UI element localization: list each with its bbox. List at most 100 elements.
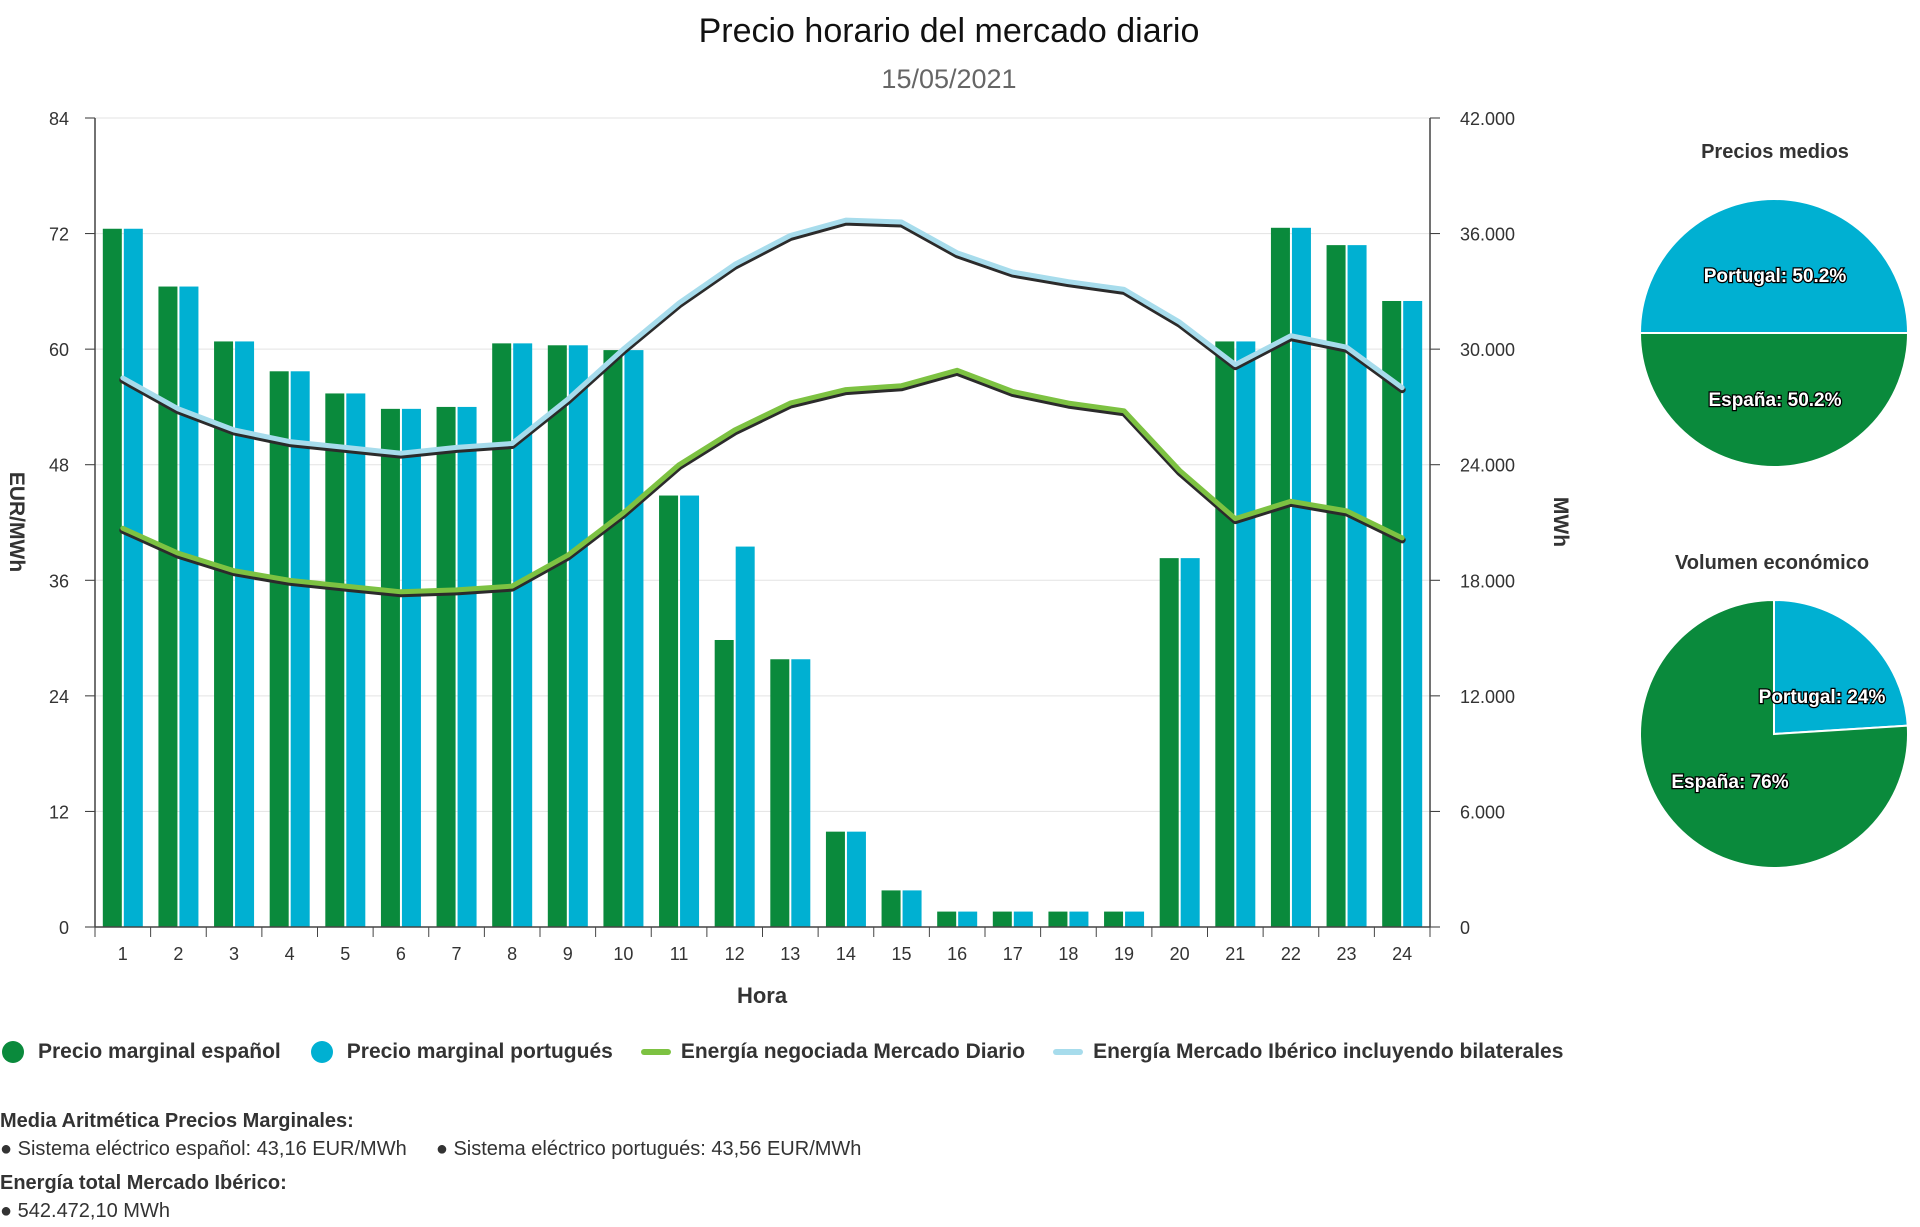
bars <box>102 227 1423 928</box>
bar-precio-pt[interactable] <box>1403 300 1423 927</box>
x-tick-label: 16 <box>947 944 967 964</box>
bar-precio-pt[interactable] <box>846 831 866 927</box>
bar-precio-pt[interactable] <box>1347 245 1367 928</box>
y-left-tick-label: 36 <box>49 571 69 591</box>
legend-item-energia-diario[interactable]: Energía negociada Mercado Diario <box>640 1040 1026 1064</box>
legend-marker-energia-iberico <box>1053 1049 1084 1055</box>
x-tick-label: 23 <box>1337 944 1357 964</box>
x-tick-label: 18 <box>1058 944 1078 964</box>
x-tick-label: 5 <box>340 944 350 964</box>
bar-precio-pt[interactable] <box>624 350 644 927</box>
legend-label-energia-diario: Energía negociada Mercado Diario <box>680 1040 1026 1063</box>
bar-precio-es[interactable] <box>1382 300 1402 927</box>
bar-precio-pt[interactable] <box>568 345 588 927</box>
bar-precio-es[interactable] <box>770 659 790 927</box>
energy-title-text: Energía total Mercado Ibérico: <box>0 1172 287 1194</box>
bar-precio-es[interactable] <box>158 286 178 928</box>
bar-precio-pt[interactable] <box>290 371 310 927</box>
bar-precio-es[interactable] <box>325 393 345 927</box>
y-axis-right-label: MWh <box>1549 497 1572 547</box>
pie-volumen-title: Volumen económico <box>1675 552 1869 574</box>
energy-value-text: ● 542.472,10 MWh <box>0 1200 170 1222</box>
bar-precio-pt[interactable] <box>1069 911 1089 927</box>
bar-precio-pt[interactable] <box>958 911 978 927</box>
pie-slice-label: Portugal: 50.2% <box>1704 266 1847 287</box>
x-tick-label: 15 <box>892 944 912 964</box>
bar-precio-pt[interactable] <box>1013 911 1033 927</box>
footer-energy-title: Energía total Mercado Ibérico: <box>0 1172 287 1195</box>
bar-precio-pt[interactable] <box>513 343 533 928</box>
x-tick-label: 4 <box>285 944 295 964</box>
y-axis-left-label: EUR/MWh <box>5 472 28 572</box>
pie-slice-label: España: 76% <box>1671 772 1788 793</box>
bar-precio-pt[interactable] <box>902 890 922 927</box>
chart-canvas: Precio horario del mercado diario 15/05/… <box>5 12 1910 1008</box>
bar-precio-es[interactable] <box>937 911 957 927</box>
bar-precio-pt[interactable] <box>1125 911 1145 927</box>
legend-item-precio-es[interactable]: Precio marginal español <box>0 1040 281 1064</box>
y-left-tick-label: 12 <box>49 802 69 822</box>
bar-precio-pt[interactable] <box>401 408 421 928</box>
x-tick-label: 2 <box>173 944 183 964</box>
bar-precio-es[interactable] <box>492 343 512 928</box>
bar-precio-es[interactable] <box>714 639 734 927</box>
y-left-tick-label: 24 <box>49 687 69 707</box>
chart-title: Precio horario del mercado diario <box>699 12 1200 50</box>
pie-volumen-economico: Portugal: 24% España: 76% <box>1639 598 1909 869</box>
bar-precio-es[interactable] <box>214 341 234 927</box>
avg-es-text: ● Sistema eléctrico español: 43,16 EUR/M… <box>0 1138 407 1160</box>
bar-precio-es[interactable] <box>659 495 679 927</box>
y-right-tick-label: 36.000 <box>1460 225 1515 245</box>
bar-precio-es[interactable] <box>1048 911 1068 927</box>
pie-slice[interactable] <box>1773 598 1909 736</box>
bar-precio-pt[interactable] <box>1291 227 1311 928</box>
legend-item-energia-iberico[interactable]: Energía Mercado Ibérico incluyendo bilat… <box>1053 1040 1563 1064</box>
bar-precio-pt[interactable] <box>680 495 700 927</box>
x-tick-label: 6 <box>396 944 406 964</box>
y-right-tick-label: 42.000 <box>1460 109 1515 129</box>
bar-precio-es[interactable] <box>380 408 400 928</box>
x-tick-label: 1 <box>118 944 128 964</box>
grid <box>95 117 1430 812</box>
bar-precio-es[interactable] <box>547 345 567 927</box>
bar-precio-es[interactable] <box>1159 558 1179 927</box>
pie-slice[interactable] <box>1638 332 1910 468</box>
pie-precios-medios: Portugal: 50.2% España: 50.2% <box>1638 198 1910 468</box>
bar-precio-pt[interactable] <box>1236 341 1256 927</box>
x-tick-label: 7 <box>452 944 462 964</box>
bar-precio-es[interactable] <box>1215 341 1235 927</box>
bar-precio-es[interactable] <box>881 890 901 927</box>
y-left-tick-label: 48 <box>49 456 69 476</box>
y-right-tick-label: 0 <box>1460 918 1470 938</box>
pie-slice[interactable] <box>1638 198 1910 334</box>
pie-slice[interactable] <box>1639 598 1909 869</box>
x-tick-label: 20 <box>1170 944 1190 964</box>
legend-label-energia-iberico: Energía Mercado Ibérico incluyendo bilat… <box>1093 1040 1564 1063</box>
bar-precio-es[interactable] <box>269 371 289 927</box>
y-left-tick-label: 84 <box>49 109 69 129</box>
chart-subtitle: 15/05/2021 <box>881 64 1016 94</box>
x-tick-label: 9 <box>563 944 573 964</box>
x-tick-label: 11 <box>670 944 689 964</box>
bar-precio-pt[interactable] <box>735 546 755 927</box>
bar-precio-pt[interactable] <box>235 341 255 927</box>
bar-precio-es[interactable] <box>992 911 1012 927</box>
y-left-tick-label: 60 <box>49 340 69 360</box>
bar-precio-pt[interactable] <box>123 228 143 927</box>
bar-precio-pt[interactable] <box>457 406 477 927</box>
line-energia-iberico[interactable] <box>120 217 1405 456</box>
line-energia-diario[interactable] <box>120 367 1405 595</box>
bar-precio-pt[interactable] <box>1180 558 1200 927</box>
legend-item-precio-pt[interactable]: Precio marginal portugués <box>309 1040 613 1064</box>
bar-precio-es[interactable] <box>102 228 122 927</box>
bar-precio-pt[interactable] <box>791 659 811 927</box>
bar-precio-es[interactable] <box>1270 227 1290 928</box>
bar-precio-es[interactable] <box>825 831 845 927</box>
bar-precio-es[interactable] <box>1326 245 1346 928</box>
bar-precio-es[interactable] <box>436 406 456 927</box>
bar-precio-pt[interactable] <box>179 286 199 928</box>
bar-precio-es[interactable] <box>603 350 623 927</box>
bar-precio-es[interactable] <box>1104 911 1124 927</box>
bar-precio-pt[interactable] <box>346 393 366 927</box>
avg-title-text: Media Aritmética Precios Marginales: <box>0 1110 354 1132</box>
